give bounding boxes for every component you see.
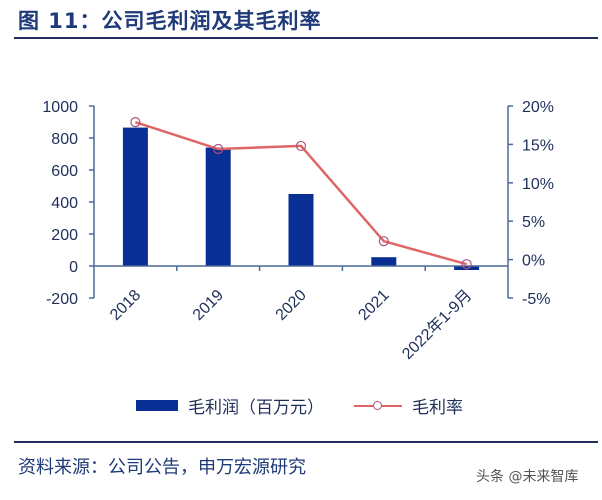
- gross-margin-marker: [130, 117, 141, 128]
- left-axis-tick-label: 400: [51, 195, 78, 212]
- x-axis-category-label: 2022年1-9月: [399, 286, 476, 363]
- left-axis-tick-label: 600: [51, 163, 78, 180]
- bar-2018: [122, 127, 148, 266]
- x-axis-category-label: 2019: [190, 287, 227, 324]
- right-axis-tick-label: -5%: [522, 291, 550, 308]
- left-axis-tick-label: 800: [51, 131, 78, 148]
- gross-margin-marker: [461, 259, 472, 270]
- legend-bar-label: 毛利润（百万元）: [188, 398, 324, 418]
- chart-legend: 毛利润（百万元） 毛利率: [136, 393, 463, 418]
- bar-2020: [288, 194, 314, 266]
- x-axis-category-label: 2021: [355, 287, 392, 324]
- gross-margin-marker: [378, 236, 389, 247]
- left-axis-tick-label: 1000: [42, 99, 78, 116]
- combo-chart: 1000 800 600 400 200 0 -200 20% 15% 10% 5% 0% -5% 201…: [42, 99, 554, 363]
- right-axis-tick-label: 20%: [522, 99, 554, 116]
- bar-2019: [205, 147, 231, 266]
- right-axis-tick-label: 10%: [522, 176, 554, 193]
- right-axis-tick-label: 5%: [522, 214, 545, 231]
- left-axis-tick-label: 200: [51, 227, 78, 244]
- left-axis-tick-label: 0: [69, 259, 78, 276]
- gross-margin-line: [135, 120, 467, 266]
- legend-line-swatch-icon: [354, 400, 402, 410]
- right-axis-tick-label: 15%: [522, 137, 554, 154]
- x-axis-category-label: 2018: [107, 287, 144, 324]
- watermark: 头条 @未来智库: [476, 469, 579, 485]
- chart-title: 图 11：公司毛利润及其毛利率: [18, 9, 322, 33]
- source-note: 资料来源：公司公告，申万宏源研究: [18, 457, 306, 478]
- footer-divider: [14, 441, 598, 443]
- x-axis-category-label: 2020: [273, 287, 310, 324]
- title-divider: [14, 37, 598, 39]
- gross-margin-marker: [295, 140, 307, 152]
- legend-line-label: 毛利率: [412, 398, 463, 418]
- left-axis-tick-label: -200: [46, 291, 78, 308]
- legend-bar-swatch-icon: [136, 400, 178, 411]
- gross-margin-marker: [213, 143, 224, 155]
- bar-2022年1-9月: [454, 266, 480, 270]
- bar-2021: [371, 257, 397, 266]
- right-axis-tick-label: 0%: [522, 253, 545, 270]
